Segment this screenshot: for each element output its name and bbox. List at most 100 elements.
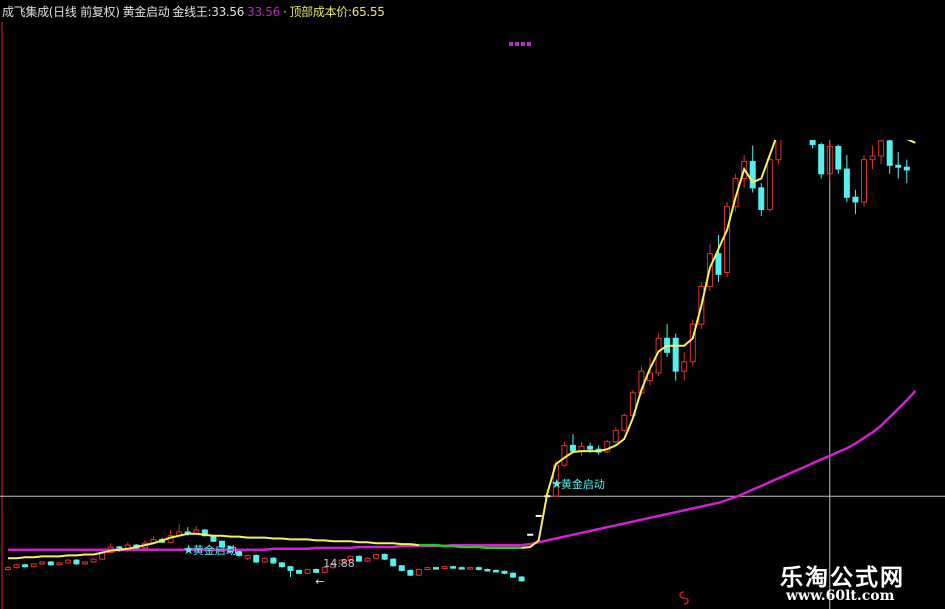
candle-up bbox=[467, 567, 474, 570]
candle-down bbox=[895, 164, 902, 168]
candle-down bbox=[458, 567, 465, 570]
candle-down bbox=[47, 561, 54, 566]
indicator-name: 黄金启动 bbox=[122, 5, 170, 19]
candle-down bbox=[73, 559, 80, 565]
magenta-value: 33.56 bbox=[247, 5, 280, 19]
candle-up bbox=[698, 286, 705, 325]
signal-label: 黄金启动 bbox=[561, 477, 605, 491]
candle-up bbox=[90, 558, 97, 563]
purple-marks bbox=[509, 42, 531, 46]
candle-down bbox=[313, 569, 320, 573]
candle-up bbox=[861, 159, 867, 203]
candle-up bbox=[766, 159, 773, 210]
candle-down bbox=[501, 570, 508, 574]
candle-down bbox=[433, 567, 439, 570]
gold-line-green-segment bbox=[418, 543, 522, 550]
candle-down bbox=[835, 146, 842, 170]
candle-up bbox=[732, 177, 739, 208]
candle-up bbox=[261, 557, 268, 563]
candle-down bbox=[749, 161, 756, 189]
top-cost-value: 65.55 bbox=[351, 5, 385, 19]
candle-up bbox=[304, 569, 311, 574]
candle-down bbox=[287, 566, 294, 571]
candle-down bbox=[219, 540, 225, 548]
candle-up bbox=[784, 89, 789, 117]
stock-title: 成飞集成(日线 前复权) bbox=[2, 5, 120, 19]
candle-up bbox=[82, 561, 89, 565]
candle-down bbox=[843, 168, 850, 198]
candle-down bbox=[809, 140, 816, 146]
candle-up bbox=[347, 555, 354, 561]
candle-down bbox=[398, 565, 405, 571]
candle-down bbox=[903, 166, 910, 171]
top-cost-line bbox=[8, 390, 917, 552]
candle-up bbox=[561, 444, 568, 466]
candle-up bbox=[56, 562, 63, 566]
candle-down bbox=[492, 569, 499, 573]
candle-up bbox=[775, 140, 782, 161]
candle-up bbox=[612, 429, 619, 443]
candle-up bbox=[604, 441, 611, 453]
candle-down bbox=[852, 196, 859, 203]
candle-down bbox=[407, 569, 414, 576]
candle-up bbox=[5, 567, 11, 571]
star-icon: ★ bbox=[183, 543, 195, 558]
low-price-label: 14.88 bbox=[323, 557, 355, 570]
chart-header: 成飞集成(日线 前复权) 黄金启动 金线王:33.56 33.56 · 顶部成本价:65.… bbox=[2, 3, 388, 20]
candle-down bbox=[475, 567, 482, 571]
candle-up bbox=[621, 414, 628, 431]
candle-down bbox=[484, 569, 491, 572]
sell-marker bbox=[679, 591, 689, 605]
candle-up bbox=[724, 206, 731, 273]
top-cost-label: 顶部成本价: bbox=[289, 5, 352, 19]
candle-up bbox=[689, 323, 696, 363]
candle-up bbox=[741, 161, 748, 179]
candle-up bbox=[64, 559, 71, 564]
gold-line bbox=[8, 140, 916, 560]
candle-up bbox=[826, 146, 833, 175]
candle-down bbox=[296, 569, 303, 574]
candle-down bbox=[818, 144, 825, 175]
candle-down bbox=[587, 445, 594, 450]
crosshair bbox=[0, 140, 945, 609]
candle-up bbox=[330, 563, 337, 569]
candle-up bbox=[373, 553, 380, 559]
watermark-url: www.60lt.com bbox=[786, 588, 895, 604]
candle-up bbox=[244, 554, 251, 559]
candle-up bbox=[706, 253, 713, 288]
candle-down bbox=[390, 558, 397, 567]
candles bbox=[5, 89, 910, 582]
gold-line-label: 金线王: bbox=[172, 5, 212, 19]
candle-up bbox=[441, 566, 448, 570]
indicator-lines bbox=[8, 140, 917, 560]
candle-down bbox=[253, 554, 260, 563]
candle-down bbox=[802, 103, 807, 112]
arrow-left-icon: ← bbox=[315, 575, 324, 588]
star-icon: ★ bbox=[551, 477, 563, 492]
candle-down bbox=[450, 566, 457, 569]
candle-down bbox=[355, 555, 362, 562]
gold-line-value: 33.56 bbox=[211, 5, 245, 19]
candle-up bbox=[878, 140, 885, 157]
candle-down bbox=[510, 572, 517, 578]
candle-down bbox=[381, 553, 388, 560]
candle-up bbox=[424, 567, 431, 571]
candle-up bbox=[338, 559, 345, 565]
candle-down bbox=[715, 253, 722, 275]
candle-up bbox=[30, 563, 37, 568]
candle-down bbox=[758, 187, 765, 210]
candle-down bbox=[22, 564, 29, 568]
candle-up bbox=[321, 567, 328, 573]
candle-down bbox=[270, 557, 277, 564]
candle-down bbox=[518, 576, 525, 582]
candle-up bbox=[681, 361, 688, 372]
candle-up bbox=[869, 155, 876, 161]
candle-down bbox=[793, 89, 798, 103]
candle-down bbox=[886, 140, 893, 166]
candle-down bbox=[672, 337, 679, 372]
candle-down bbox=[278, 562, 285, 568]
candle-down bbox=[236, 551, 243, 556]
watermark-name: 乐淘公式网 bbox=[780, 564, 905, 591]
